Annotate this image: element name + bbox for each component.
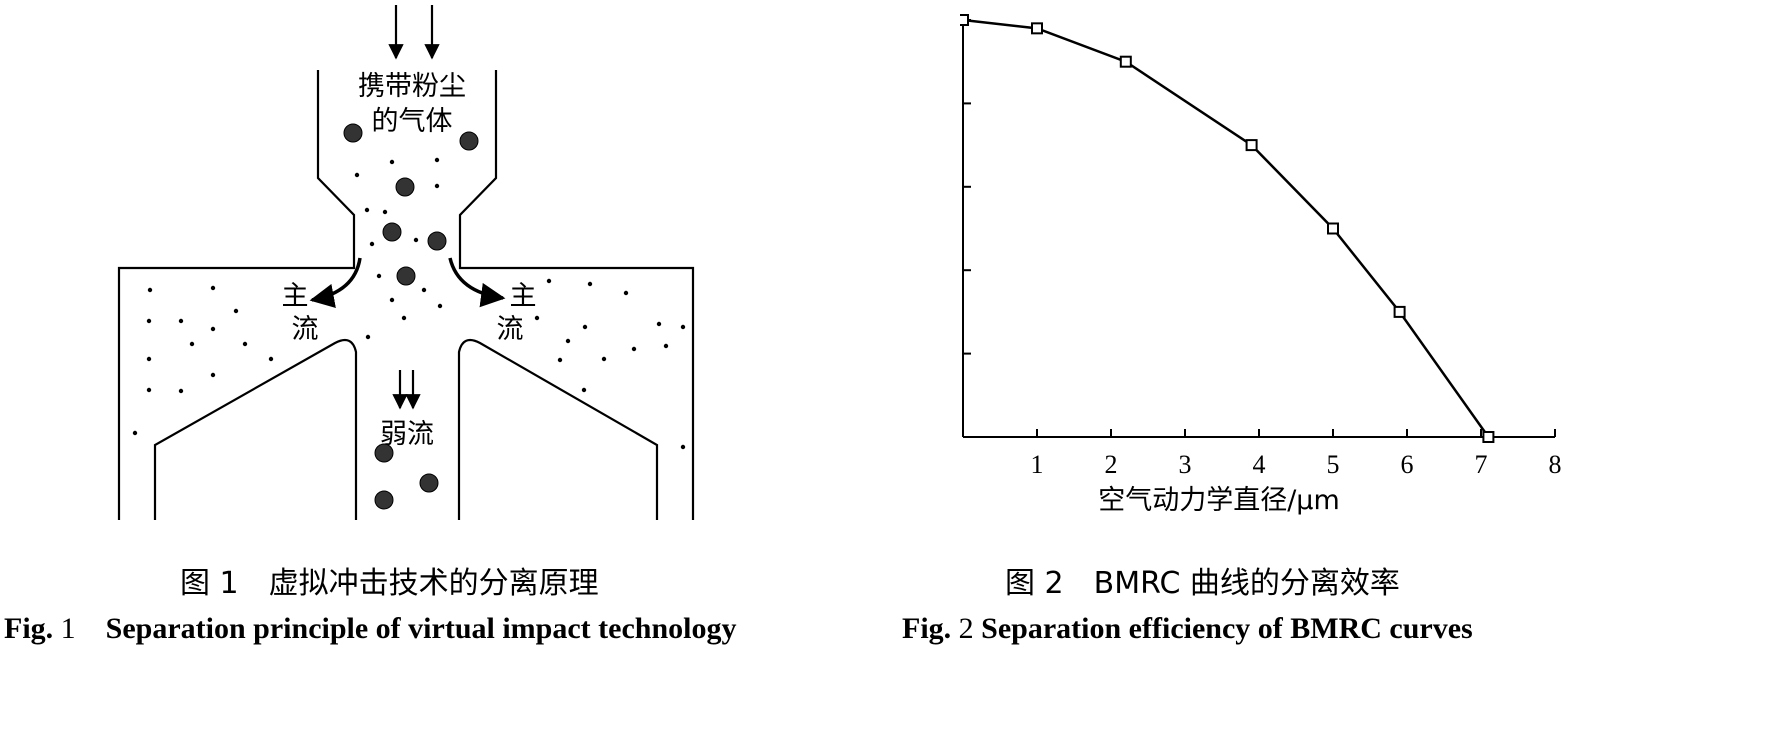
data-point-0 <box>960 14 969 26</box>
impactor-wall-left <box>117 70 356 520</box>
fig2-caption-cn: 图 2 BMRC 曲线的分离效率 <box>1005 558 1400 602</box>
x-tick-label-6: 6 <box>1401 450 1414 479</box>
series-line-0 <box>962 18 1490 438</box>
fig1-caption-en-num: 1 <box>60 612 76 645</box>
fig2-caption-en-label: Fig. <box>902 612 952 645</box>
fig2-caption-cn-text: BMRC 曲线的分离效率 <box>1093 566 1400 601</box>
data-point-6 <box>1482 431 1495 443</box>
x-tick-label-1: 1 <box>1031 450 1044 479</box>
fig1-caption-cn-label: 图 1 <box>180 566 239 601</box>
major-flow-arrow-right <box>448 257 506 308</box>
large-particles <box>343 123 479 510</box>
x-tick-label-3: 3 <box>1179 450 1192 479</box>
data-point-3 <box>1245 139 1258 152</box>
probe-wall-left <box>153 338 358 520</box>
virtual-impactor-diagram: 携带粉尘 的气体 主 流 主 流 弱流 <box>117 5 695 520</box>
major-flow-label-left-1: 主 <box>282 281 309 312</box>
fig1-caption-en-label: Fig. <box>4 612 54 645</box>
x-axis-label: 空气动力学直径/μm <box>1098 485 1340 516</box>
major-flow-label-right-2: 流 <box>497 314 524 345</box>
fig2-caption-cn-label: 图 2 <box>1005 566 1064 601</box>
fig1-caption-en-text: Separation principle of virtual impact t… <box>105 612 737 645</box>
major-flow-arrow-left <box>309 257 362 309</box>
fig2-caption-en-text: Separation efficiency of BMRC curves <box>981 612 1473 645</box>
data-point-4 <box>1327 222 1339 235</box>
fig1-caption-cn: 图 1 虚拟冲击技术的分离原理 <box>180 558 599 602</box>
inlet-label-line2: 的气体 <box>372 106 453 137</box>
small-particles <box>132 157 686 450</box>
major-flow-label-left-2: 流 <box>292 314 319 345</box>
probe-wall-right <box>457 338 659 520</box>
fig1-caption-cn-text: 虚拟冲击技术的分离原理 <box>268 566 599 601</box>
fig2-caption-en: Fig. 2 Separation efficiency of BMRC cur… <box>902 612 1473 646</box>
data-point-1 <box>1031 22 1043 35</box>
efficiency-chart: 02040608010012345678空气动力学直径/μm分离效率/% <box>960 14 1562 516</box>
x-tick-label-7: 7 <box>1475 450 1488 479</box>
x-tick-label-5: 5 <box>1327 450 1340 479</box>
x-tick-label-2: 2 <box>1105 450 1118 479</box>
data-point-5 <box>1393 305 1406 318</box>
fig2-caption-en-num: 2 <box>958 612 974 645</box>
major-flow-label-right-1: 主 <box>510 281 537 312</box>
fig1-caption-en: Fig. 1 Separation principle of virtual im… <box>4 612 736 646</box>
inlet-label-line1: 携带粉尘 <box>358 71 466 102</box>
x-tick-label-8: 8 <box>1549 450 1562 479</box>
x-tick-label-4: 4 <box>1253 450 1266 479</box>
data-point-2 <box>1119 55 1132 68</box>
impactor-wall-right <box>458 70 695 520</box>
minor-flow-label: 弱流 <box>380 419 434 450</box>
